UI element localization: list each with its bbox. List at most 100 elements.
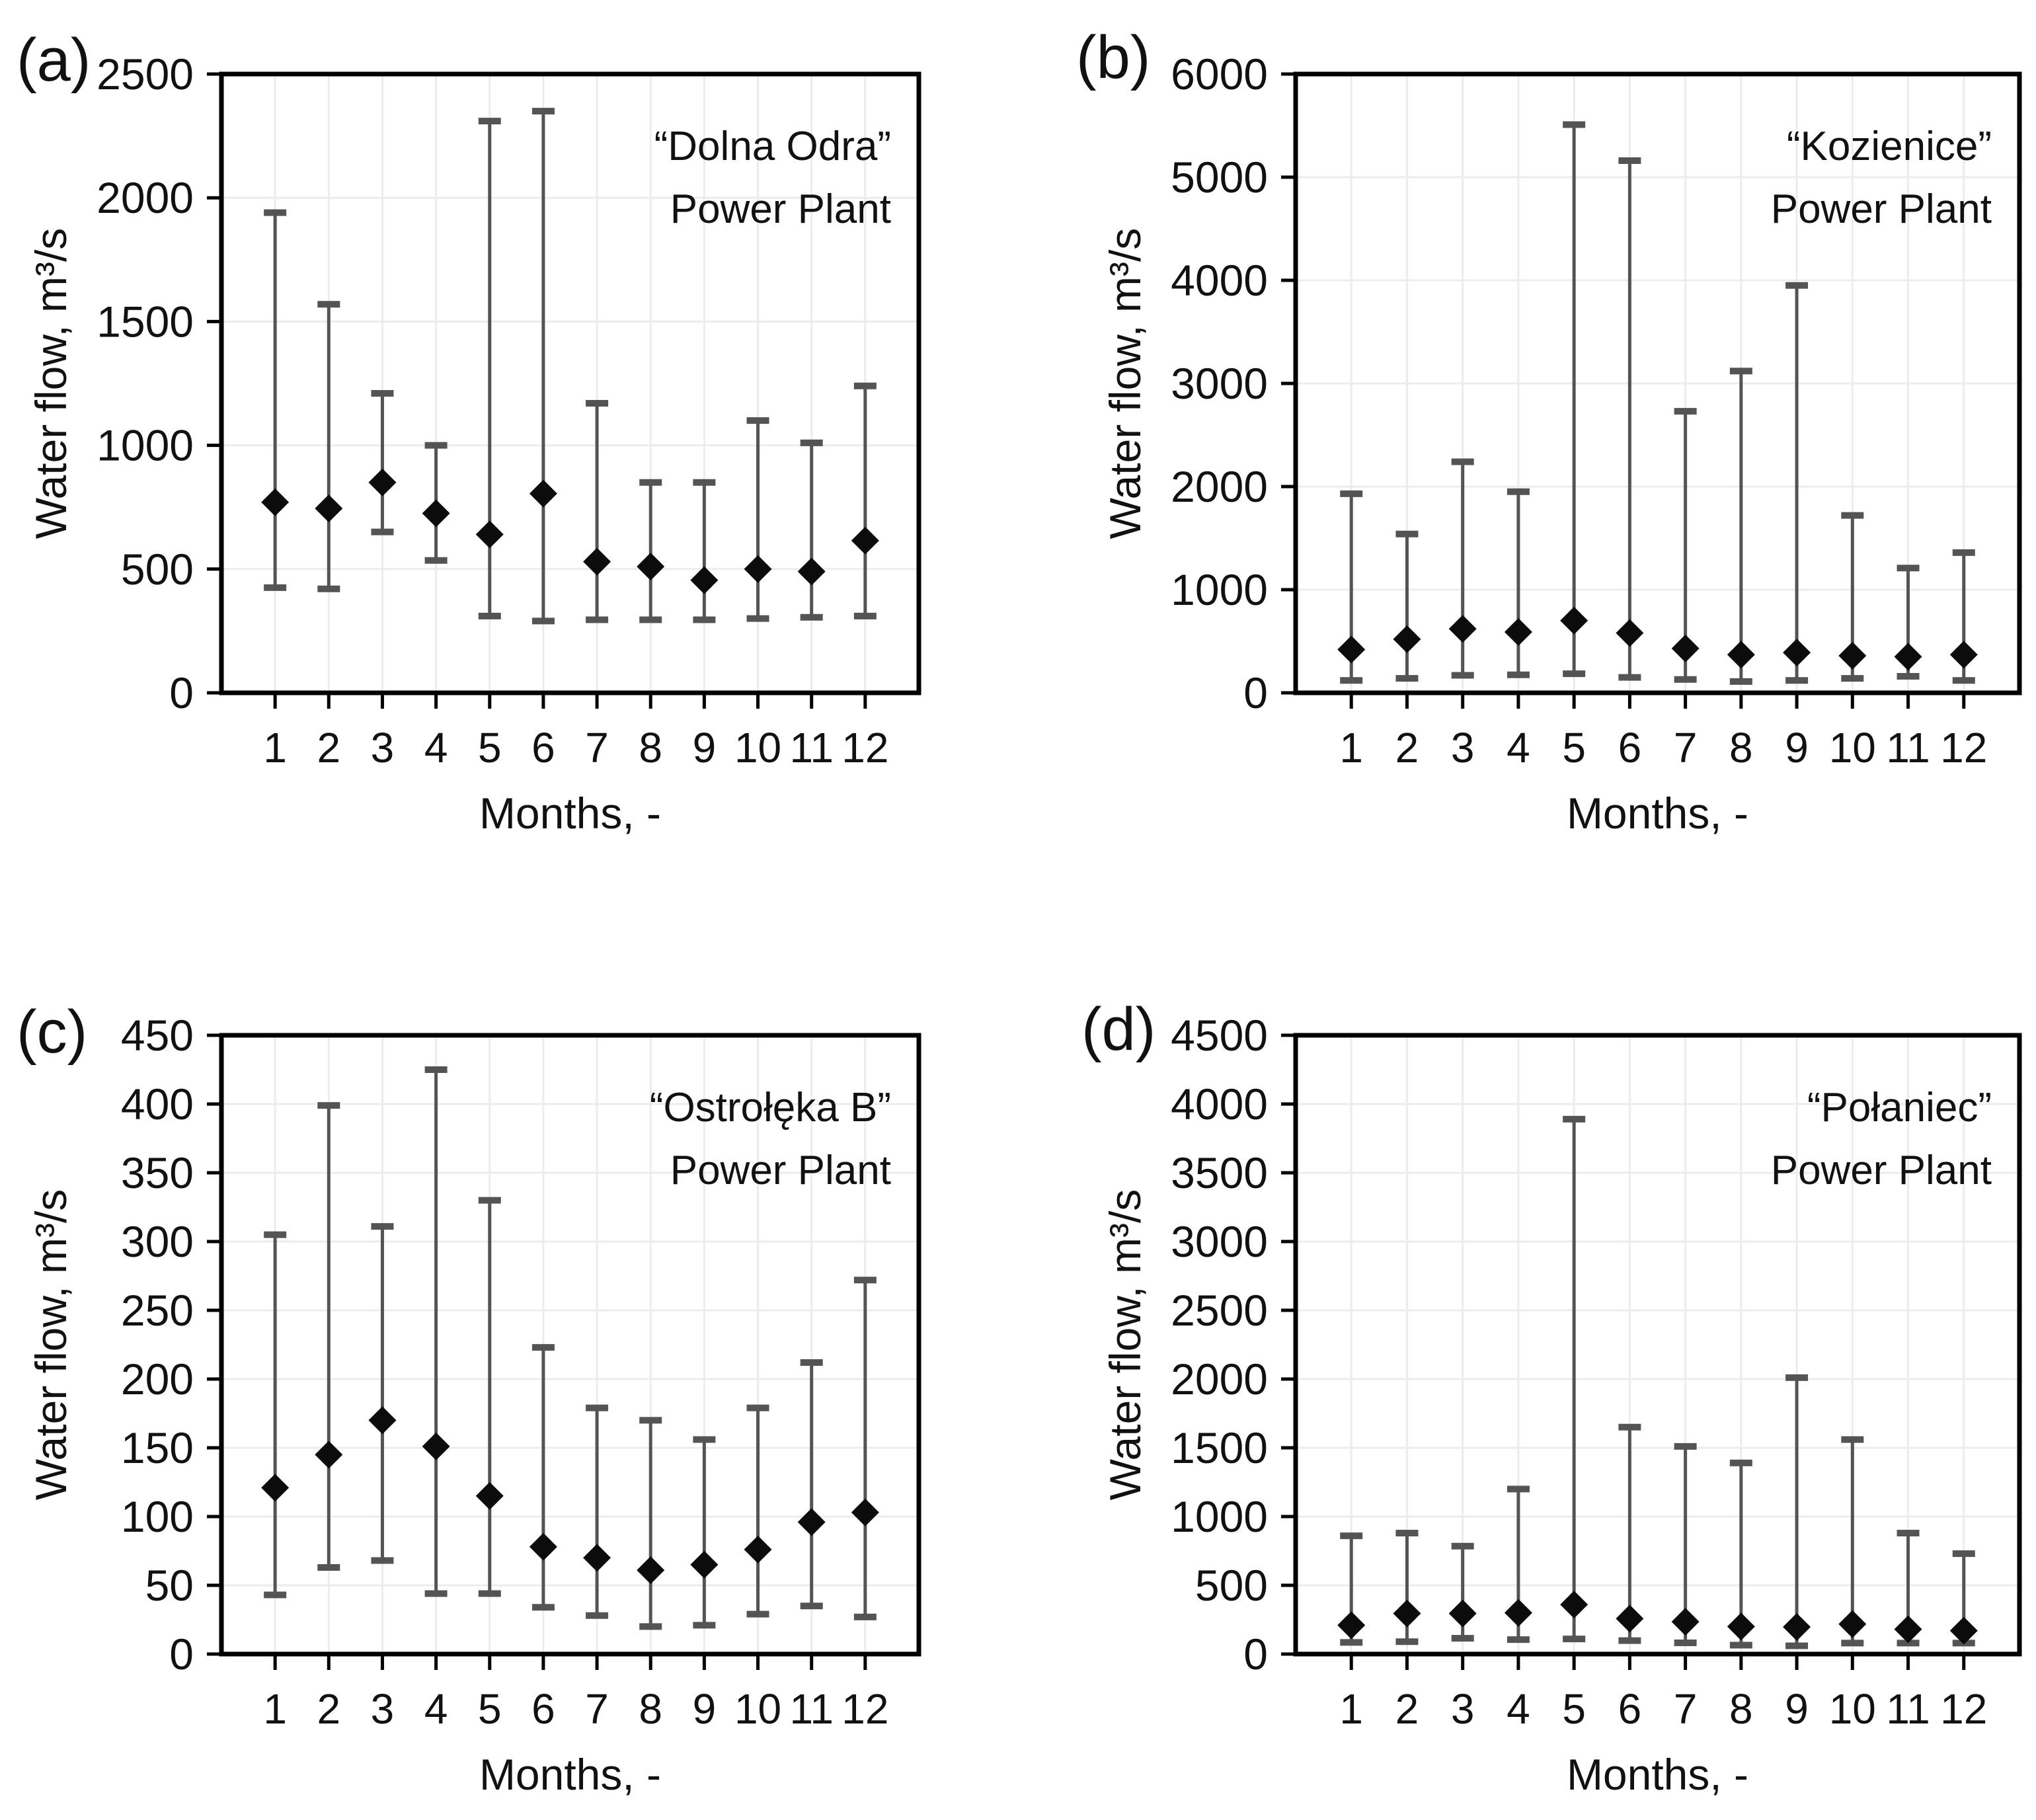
mean-marker <box>1783 639 1811 667</box>
panel-label: (a) <box>17 26 91 94</box>
y-tick-label: 2000 <box>97 173 194 222</box>
x-tick-label: 2 <box>1395 1685 1419 1733</box>
x-tick-label: 2 <box>317 1685 341 1733</box>
x-axis-title: Months, - <box>1567 789 1748 838</box>
x-tick-label: 2 <box>317 724 341 772</box>
mean-marker <box>1727 1612 1755 1641</box>
x-tick-label: 6 <box>1618 724 1642 772</box>
y-tick-label: 0 <box>169 668 194 717</box>
x-tick-label: 9 <box>1785 1685 1809 1733</box>
x-tick-label: 7 <box>1674 724 1698 772</box>
mean-marker <box>851 1498 879 1526</box>
y-tick-label: 2500 <box>1171 1286 1268 1335</box>
y-tick-label: 400 <box>121 1080 194 1128</box>
plot-title-line1: “Dolna Odra” <box>654 124 891 169</box>
mean-marker <box>1949 1616 1978 1645</box>
y-tick-label: 4000 <box>1171 1080 1268 1128</box>
x-tick-label: 4 <box>1507 1685 1530 1733</box>
y-tick-label: 450 <box>121 1011 194 1060</box>
y-tick-label: 1500 <box>1171 1423 1268 1472</box>
y-tick-label: 350 <box>121 1148 194 1197</box>
y-tick-label: 6000 <box>1171 50 1268 99</box>
y-tick-label: 3500 <box>1171 1148 1268 1197</box>
plot-title-line1: “Kozienice” <box>1787 124 1992 169</box>
x-tick-label: 9 <box>693 1685 717 1733</box>
x-axis-title: Months, - <box>479 789 661 838</box>
x-tick-label: 6 <box>531 1685 555 1733</box>
x-tick-label: 7 <box>1674 1685 1698 1733</box>
panel-label: (c) <box>17 998 87 1066</box>
y-axis-title: Water flow, m³/s <box>1101 228 1150 539</box>
mean-marker <box>1838 641 1867 670</box>
mean-marker <box>1671 1608 1700 1636</box>
x-tick-label: 4 <box>424 724 448 772</box>
y-tick-label: 5000 <box>1171 153 1268 202</box>
mean-marker <box>1727 641 1755 669</box>
x-tick-label: 5 <box>478 724 502 772</box>
mean-marker <box>1448 1599 1477 1628</box>
x-tick-label: 10 <box>734 724 781 772</box>
y-tick-label: 0 <box>1243 668 1268 717</box>
x-tick-label: 8 <box>1729 1685 1753 1733</box>
x-tick-label: 7 <box>585 724 609 772</box>
mean-marker <box>315 1441 343 1469</box>
x-tick-label: 8 <box>639 724 662 772</box>
mean-marker <box>1616 1604 1644 1633</box>
mean-marker <box>1448 615 1477 643</box>
x-tick-label: 5 <box>1562 1685 1586 1733</box>
plot-title-line1: “Ostrołęka B” <box>650 1085 891 1130</box>
y-tick-label: 2500 <box>97 50 194 99</box>
x-tick-label: 11 <box>1886 1685 1930 1733</box>
plot-frame <box>219 1033 921 1657</box>
y-tick-label: 4500 <box>1171 1011 1268 1060</box>
x-tick-label: 11 <box>789 724 833 772</box>
mean-marker <box>1894 1615 1922 1643</box>
mean-marker <box>1393 625 1421 653</box>
y-tick-label: 3000 <box>1171 1217 1268 1266</box>
x-tick-label: 8 <box>639 1685 662 1733</box>
plot-title-line2: Power Plant <box>670 186 891 232</box>
mean-marker <box>475 1482 504 1510</box>
mean-marker <box>1393 1599 1421 1628</box>
x-tick-label: 4 <box>1507 724 1530 772</box>
x-tick-label: 3 <box>1451 1685 1475 1733</box>
y-tick-label: 250 <box>121 1286 194 1335</box>
y-tick-label: 150 <box>121 1423 194 1472</box>
x-tick-label: 6 <box>531 724 555 772</box>
y-tick-label: 100 <box>121 1492 194 1541</box>
y-tick-label: 1000 <box>97 421 194 470</box>
x-tick-label: 1 <box>263 724 287 772</box>
mean-marker <box>851 526 879 555</box>
plot-title-line2: Power Plant <box>1771 186 1992 232</box>
y-axis-title: Water flow, m³/s <box>1101 1189 1150 1501</box>
y-tick-label: 50 <box>145 1561 194 1610</box>
y-tick-label: 1000 <box>1171 1492 1268 1541</box>
mean-marker <box>690 566 719 594</box>
y-axis-title: Water flow, m³/s <box>26 228 75 539</box>
x-tick-label: 10 <box>1829 724 1876 772</box>
plot-title-line2: Power Plant <box>1771 1148 1992 1193</box>
y-tick-label: 2000 <box>1171 1355 1268 1404</box>
x-tick-label: 3 <box>371 1685 395 1733</box>
y-tick-label: 300 <box>121 1217 194 1266</box>
mean-marker <box>690 1550 719 1579</box>
y-tick-label: 0 <box>1243 1630 1268 1679</box>
mean-marker <box>797 1508 826 1536</box>
mean-marker <box>422 499 450 528</box>
mean-marker <box>1504 1599 1532 1627</box>
x-tick-label: 8 <box>1729 724 1753 772</box>
mean-marker <box>529 479 557 508</box>
y-tick-label: 0 <box>169 1630 194 1679</box>
mean-marker <box>475 520 504 549</box>
mean-marker <box>1560 606 1588 635</box>
panel-label: (b) <box>1076 24 1150 91</box>
x-tick-label: 3 <box>1451 724 1475 772</box>
plot-frame <box>219 71 921 695</box>
x-tick-label: 5 <box>478 1685 502 1733</box>
mean-marker <box>1337 1611 1366 1640</box>
mean-marker <box>1671 634 1700 662</box>
